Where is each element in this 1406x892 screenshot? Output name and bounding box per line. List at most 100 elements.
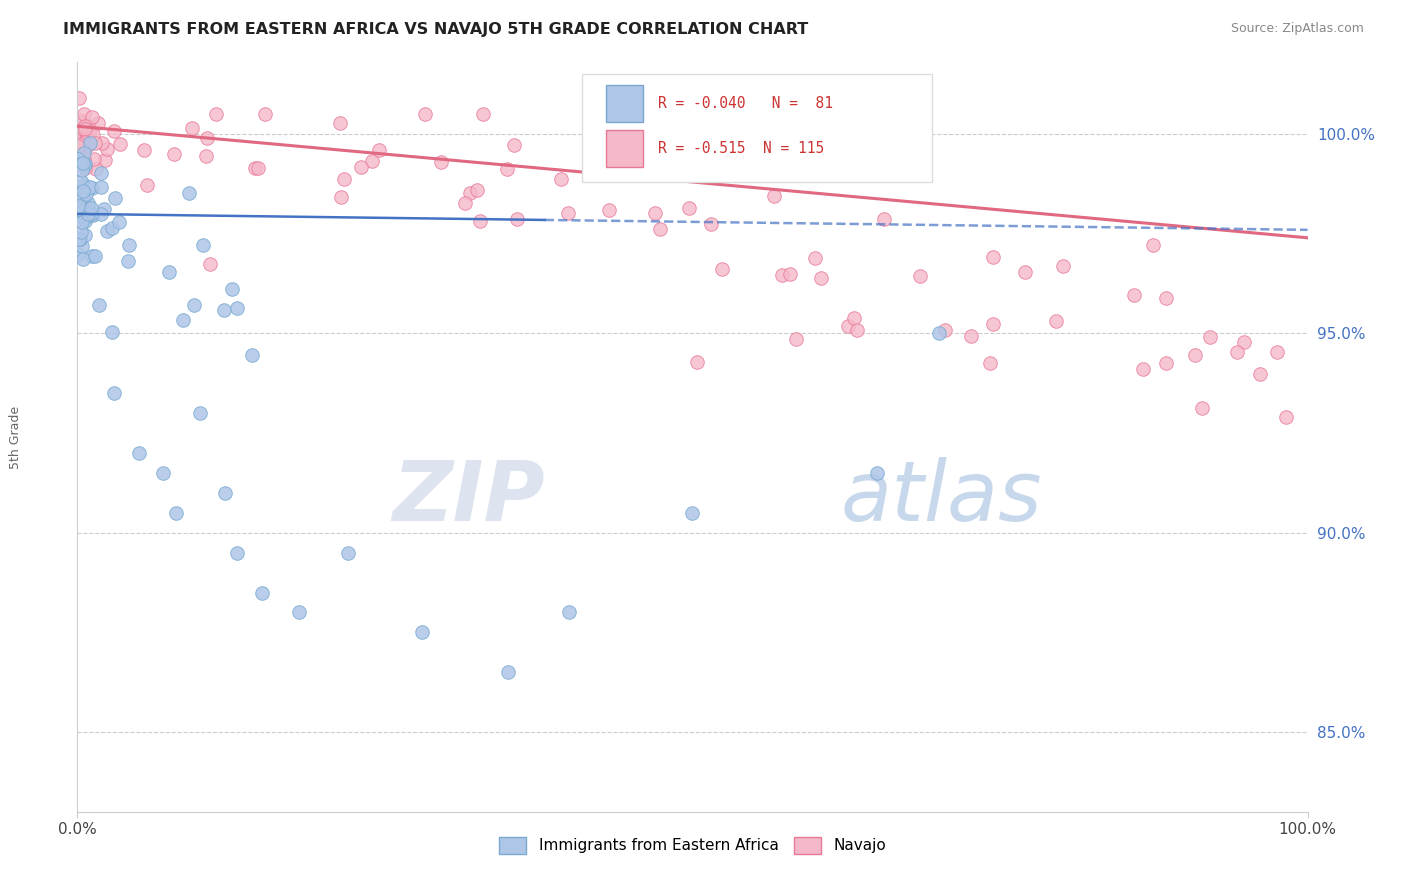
Point <box>76 120 98 134</box>
Point <box>177 186 200 200</box>
Point <box>250 585 273 599</box>
Point <box>200 257 222 271</box>
Point <box>70 204 93 219</box>
Point <box>700 218 723 232</box>
Point <box>72 252 94 266</box>
Point <box>69 138 91 153</box>
Point <box>67 143 90 157</box>
Point <box>496 665 519 680</box>
Point <box>645 151 668 165</box>
Point <box>76 129 98 144</box>
Point <box>79 201 101 215</box>
Point <box>73 107 96 121</box>
Point <box>73 192 96 206</box>
Point <box>1014 265 1036 279</box>
Point <box>108 137 131 152</box>
Point <box>67 199 90 213</box>
Point <box>90 207 112 221</box>
Point <box>330 190 353 204</box>
Point <box>75 187 97 202</box>
Point <box>108 215 131 229</box>
Point <box>89 297 111 311</box>
Point <box>214 486 236 500</box>
Point <box>496 162 519 177</box>
Point <box>73 121 96 136</box>
Point <box>77 195 100 210</box>
Point <box>82 208 104 222</box>
Point <box>682 506 704 520</box>
Y-axis label: 5th Grade: 5th Grade <box>8 406 21 468</box>
Point <box>104 191 127 205</box>
Point <box>101 326 124 340</box>
Point <box>665 149 688 163</box>
Point <box>66 152 89 166</box>
Point <box>72 184 94 198</box>
Point <box>69 196 91 211</box>
Point <box>846 323 869 337</box>
Point <box>460 186 482 200</box>
Point <box>873 212 896 227</box>
Point <box>411 625 433 640</box>
Point <box>1233 335 1256 350</box>
Point <box>73 152 96 166</box>
Point <box>1267 345 1289 359</box>
Point <box>77 136 100 150</box>
Point <box>75 210 97 224</box>
Point <box>117 253 139 268</box>
Point <box>779 267 801 281</box>
Point <box>69 209 91 223</box>
Point <box>72 145 94 159</box>
Point <box>598 203 620 218</box>
Point <box>100 221 122 235</box>
Point <box>1154 356 1177 370</box>
Point <box>73 145 96 160</box>
Point <box>73 157 96 171</box>
Point <box>83 136 105 150</box>
Point <box>75 228 97 243</box>
Point <box>96 142 118 156</box>
Point <box>934 323 956 337</box>
Point <box>686 354 709 368</box>
Legend: Immigrants from Eastern Africa, Navajo: Immigrants from Eastern Africa, Navajo <box>492 830 893 860</box>
Point <box>172 313 194 327</box>
Point <box>80 110 103 124</box>
Point <box>1191 401 1213 416</box>
Point <box>103 124 125 138</box>
Point <box>430 155 453 169</box>
Point <box>87 116 110 130</box>
Point <box>118 238 141 252</box>
Point <box>454 196 477 211</box>
Point <box>329 116 352 130</box>
Point <box>73 135 96 149</box>
Point <box>96 224 118 238</box>
Point <box>770 268 793 283</box>
Point <box>73 205 96 219</box>
Point <box>1052 260 1074 274</box>
Point <box>866 466 889 480</box>
Point <box>80 180 103 194</box>
Point <box>288 606 311 620</box>
Point <box>1249 367 1271 381</box>
Text: IMMIGRANTS FROM EASTERN AFRICA VS NAVAJO 5TH GRADE CORRELATION CHART: IMMIGRANTS FROM EASTERN AFRICA VS NAVAJO… <box>63 22 808 37</box>
Point <box>82 128 104 142</box>
Point <box>69 232 91 246</box>
Point <box>247 161 270 175</box>
Point <box>67 246 90 260</box>
Text: R = -0.040   N =  81: R = -0.040 N = 81 <box>658 96 832 112</box>
Point <box>183 298 205 312</box>
Point <box>72 188 94 202</box>
Point <box>70 189 93 203</box>
Point <box>72 156 94 170</box>
Point <box>337 546 360 560</box>
Point <box>90 136 112 150</box>
Point <box>128 446 150 460</box>
Point <box>467 183 489 197</box>
Point <box>1122 288 1144 302</box>
Point <box>959 329 981 343</box>
Point <box>710 262 733 277</box>
Point <box>163 146 186 161</box>
Point <box>350 161 373 175</box>
Point <box>76 138 98 153</box>
Point <box>70 113 93 128</box>
Point <box>67 140 90 154</box>
